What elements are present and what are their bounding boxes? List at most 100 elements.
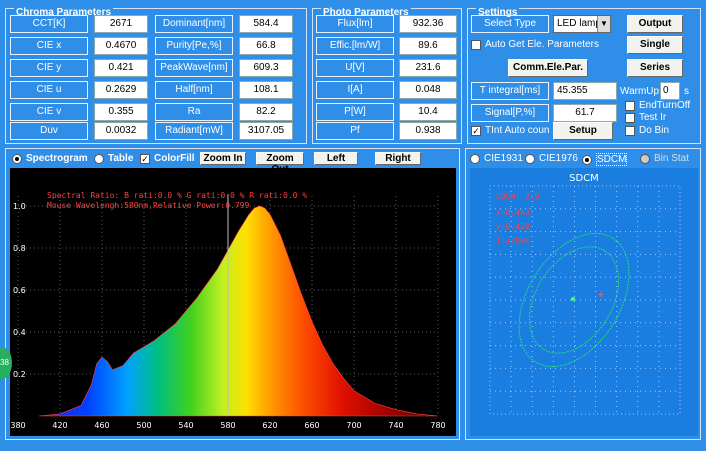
checkbox-box[interactable]: ✓ [471, 125, 481, 136]
chroma-parameters-panel: Chroma Parameters [5, 8, 307, 144]
photo-parameters-title: Photo Parameters [321, 7, 411, 18]
checkbox-box[interactable] [471, 39, 481, 50]
sdcm-svg: SDCM + SDCM: 2.9 x=0.463 y=0.420 T:2700K [489, 173, 681, 415]
photo-value[interactable]: 10.4 [399, 103, 457, 121]
x-tick-label: 380 [10, 421, 25, 430]
chroma-value-2[interactable]: 584.4 [239, 15, 293, 33]
chroma-label-2: Radiant[mW] [155, 122, 233, 140]
x-tick-label: 780 [430, 421, 445, 430]
output-button[interactable]: Output [627, 15, 683, 33]
left-button[interactable]: Left [314, 152, 358, 165]
signal-label: Signal[P,%] [471, 104, 549, 122]
spectrum-svg[interactable]: Spectral Ratio: B rati:0.0 % G rati:0.0 … [10, 168, 456, 436]
auto-get-ele-label: Auto Get Ele. Parameters [485, 39, 599, 50]
x-tick-label: 420 [52, 421, 67, 430]
y-tick-label: 0.6 [13, 286, 26, 295]
x-tick-label: 620 [262, 421, 277, 430]
x-tick-label: 660 [304, 421, 319, 430]
select-type-dropdown[interactable]: LED lamp ▼ [553, 15, 611, 33]
sdcm-graph[interactable]: SDCM + SDCM: 2.9 x=0.463 y=0.420 T:2700K [470, 168, 698, 436]
radio-dot[interactable] [640, 153, 650, 164]
checkbox-box[interactable] [625, 100, 635, 111]
t-integral-label: T integral[ms] [471, 82, 549, 100]
do-bin-checkbox[interactable]: Do Bin [625, 125, 669, 136]
chroma-value-2[interactable]: 82.2 [239, 103, 293, 121]
chroma-label: CIE y [10, 59, 88, 77]
spectrum-curve [38, 205, 439, 417]
side-badge[interactable]: 38 [0, 347, 12, 379]
chroma-value-2[interactable]: 108.1 [239, 81, 293, 99]
chroma-value[interactable]: 0.421 [94, 59, 148, 77]
photo-value[interactable]: 0.938 [399, 122, 457, 140]
spectrum-graph[interactable]: Spectral Ratio: B rati:0.0 % G rati:0.0 … [10, 168, 456, 436]
x-tick-label: 500 [136, 421, 151, 430]
photo-label: U[V] [316, 59, 394, 77]
radio-dot[interactable] [582, 154, 592, 165]
cie1931-radio[interactable]: CIE1931 [470, 153, 523, 164]
single-button[interactable]: Single [627, 36, 683, 54]
warmup-input[interactable]: 0 [660, 82, 680, 100]
select-type-label: Select Type [471, 15, 549, 33]
table-radio[interactable]: Table [94, 153, 133, 164]
setup-button[interactable]: Setup [553, 122, 613, 140]
x-tick-label: 700 [346, 421, 361, 430]
test-ir-checkbox[interactable]: Test Ir [625, 112, 666, 123]
chroma-value[interactable]: 0.0032 [94, 122, 148, 140]
sdcm-ellipse-inner [528, 246, 620, 354]
warmup-text: WarmUp [620, 86, 660, 97]
chroma-parameters-title: Chroma Parameters [14, 7, 114, 18]
y-tick-label: 1.0 [13, 202, 26, 211]
auto-get-ele-checkbox[interactable]: Auto Get Ele. Parameters [471, 39, 599, 50]
radio-dot[interactable] [12, 153, 22, 164]
measured-point-marker: + [598, 289, 604, 301]
tint-auto-label: TInt Auto coun [485, 125, 550, 136]
chroma-value-2[interactable]: 66.8 [239, 37, 293, 55]
photo-value[interactable]: 0.048 [399, 81, 457, 99]
cie-panel [465, 148, 701, 440]
zoom-out-button[interactable]: Zoom Out [256, 152, 304, 175]
checkbox-box[interactable] [625, 112, 635, 123]
radio-dot[interactable] [94, 153, 104, 164]
t-integral-input[interactable]: 45.355 [553, 82, 617, 100]
test-ir-label: Test Ir [639, 112, 667, 123]
sdcm-radio[interactable]: SDCM [582, 153, 628, 166]
chroma-value-2[interactable]: 3107.05 [239, 122, 293, 140]
tint-auto-checkbox[interactable]: ✓ TInt Auto coun [471, 125, 550, 136]
sdcm-value: SDCM: 2.9 [496, 192, 540, 201]
sdcm-title: SDCM [569, 173, 599, 184]
chroma-value[interactable]: 0.4670 [94, 37, 148, 55]
photo-value[interactable]: 231.6 [399, 59, 457, 77]
photo-value[interactable]: 89.6 [399, 37, 457, 55]
checkbox-box[interactable] [625, 125, 635, 136]
chevron-down-icon[interactable]: ▼ [597, 16, 610, 32]
colorfill-label: ColorFill [154, 153, 195, 164]
photo-value[interactable]: 932.36 [399, 15, 457, 33]
cie1976-radio[interactable]: CIE1976 [525, 153, 578, 164]
signal-input[interactable]: 61.7 [553, 104, 617, 122]
chroma-label-2: Dominant[nm] [155, 15, 233, 33]
checkbox-box[interactable]: ✓ [140, 153, 150, 164]
radio-dot[interactable] [470, 153, 480, 164]
photo-label: Flux[lm] [316, 15, 394, 33]
do-bin-label: Do Bin [639, 125, 670, 136]
chroma-value-2[interactable]: 609.3 [239, 59, 293, 77]
chroma-value[interactable]: 2671 [94, 15, 148, 33]
comm-ele-par-button[interactable]: Comm.Ele.Par. [508, 59, 588, 77]
sdcm-ellipse-outer [518, 232, 630, 368]
spectrogram-panel [5, 148, 460, 440]
sdcm-x: x=0.463 [496, 208, 530, 217]
bin-stat-radio[interactable]: Bin Stat [640, 153, 689, 164]
spectrogram-radio[interactable]: Spectrogram [12, 153, 88, 164]
sdcm-cct: T:2700K [496, 236, 530, 245]
chroma-label: Duv [10, 122, 88, 140]
end-turn-off-label: EndTurnOff [639, 100, 691, 111]
right-button[interactable]: Right [375, 152, 421, 165]
chroma-value[interactable]: 0.355 [94, 103, 148, 121]
end-turn-off-checkbox[interactable]: EndTurnOff [625, 100, 690, 111]
radio-dot[interactable] [525, 153, 535, 164]
zoom-in-button[interactable]: Zoom In [200, 152, 246, 165]
colorfill-checkbox[interactable]: ✓ ColorFill [140, 153, 195, 164]
chroma-value[interactable]: 0.2629 [94, 81, 148, 99]
warmup-unit: s [684, 86, 689, 97]
series-button[interactable]: Series [627, 59, 683, 77]
